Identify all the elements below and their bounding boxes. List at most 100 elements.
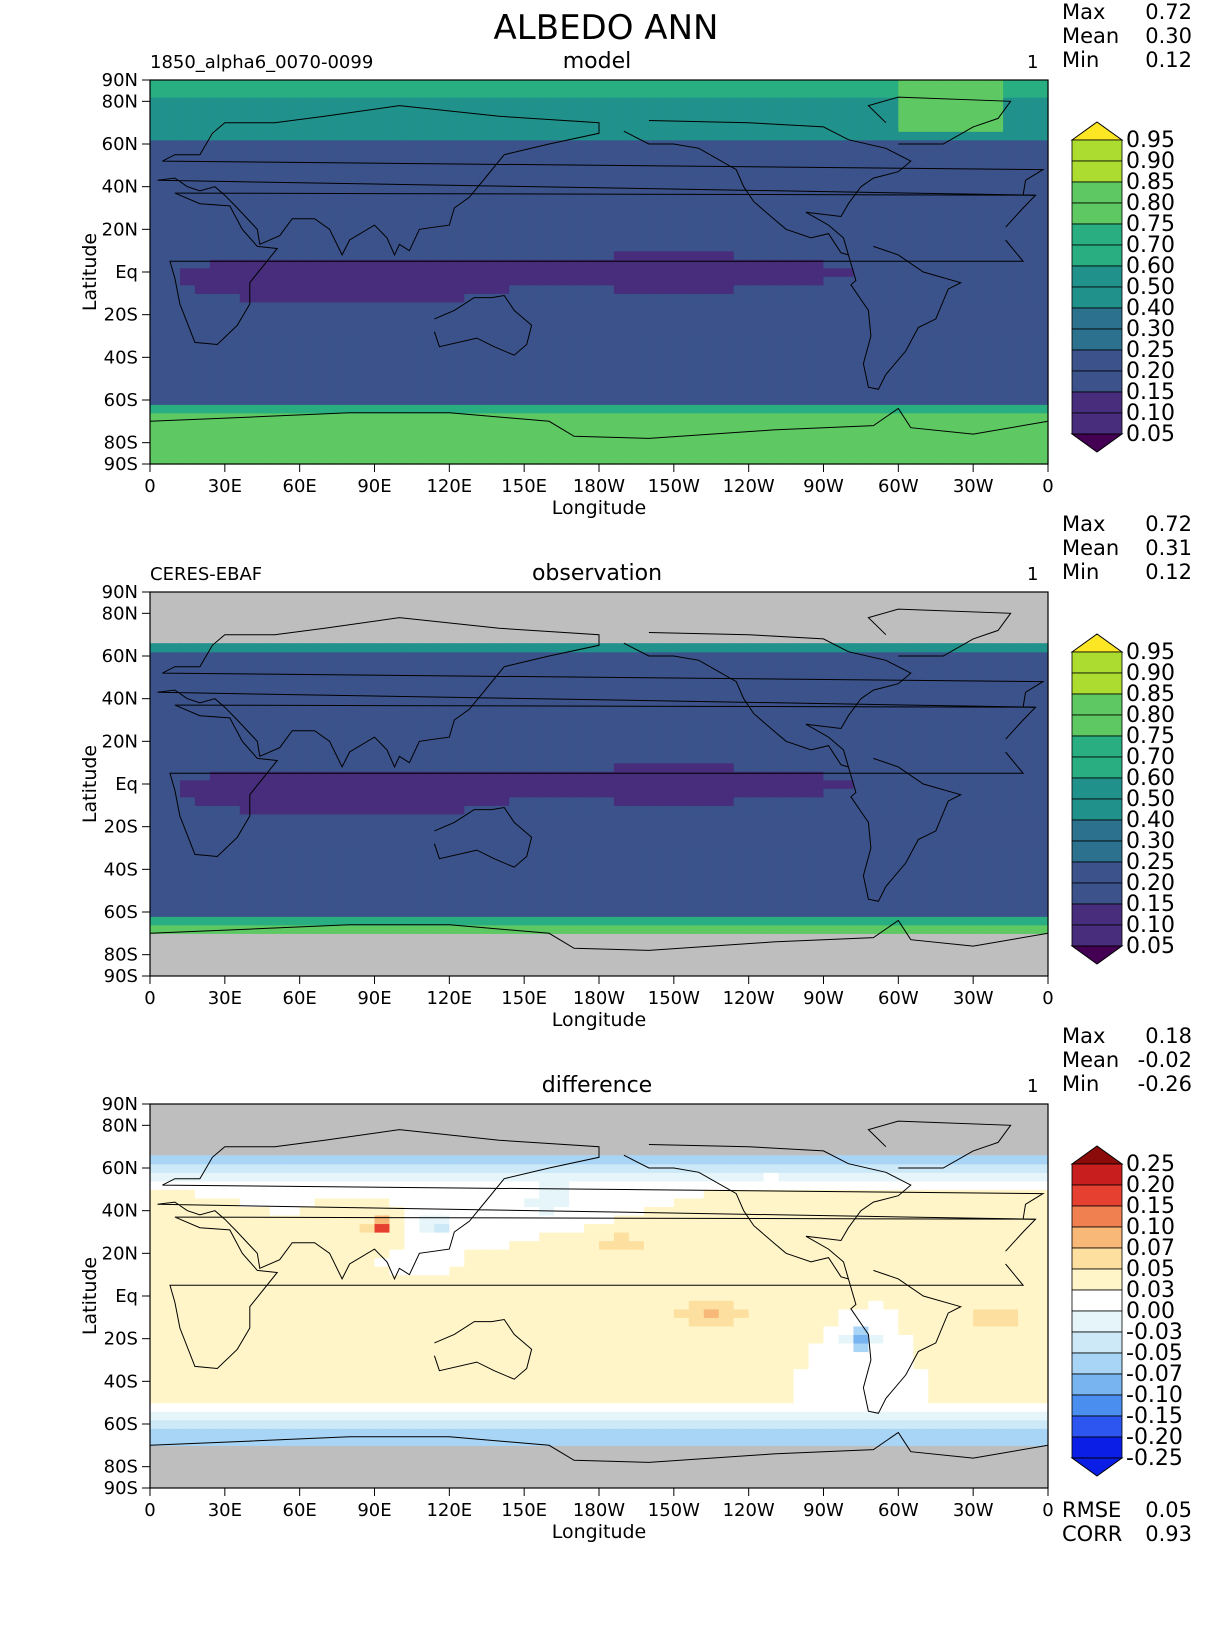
- heatmap-cell: [628, 182, 645, 192]
- heatmap-cell: [973, 429, 989, 439]
- heatmap-cell: [763, 404, 780, 414]
- heatmap-cell: [494, 822, 510, 832]
- heatmap-cell: [658, 310, 675, 320]
- heatmap-cell: [853, 865, 869, 875]
- heatmap-cell: [509, 182, 525, 192]
- heatmap-cell: [254, 233, 271, 243]
- heatmap-cell: [958, 899, 974, 909]
- heatmap-cell: [703, 259, 720, 269]
- heatmap-cell: [179, 404, 196, 414]
- heatmap-cell: [524, 429, 540, 439]
- heatmap-cell: [808, 131, 825, 141]
- heatmap-cell: [883, 156, 899, 166]
- heatmap-cell: [284, 131, 301, 141]
- heatmap-cell: [209, 250, 226, 260]
- heatmap-cell: [509, 762, 525, 772]
- heatmap-cell: [643, 361, 660, 371]
- heatmap-cell: [284, 216, 301, 226]
- x-axis-label: Longitude: [552, 1009, 647, 1031]
- heatmap-cell: [913, 250, 929, 260]
- heatmap-cell: [389, 779, 406, 789]
- heatmap-cell: [494, 387, 510, 397]
- heatmap-cell: [254, 788, 271, 798]
- heatmap-cell: [988, 737, 1004, 747]
- heatmap-cell: [404, 259, 420, 269]
- heatmap-cell: [524, 865, 540, 875]
- heatmap-cell: [209, 685, 226, 695]
- heatmap-cell: [224, 114, 241, 124]
- heatmap-cell: [584, 361, 600, 371]
- heatmap-cell: [494, 173, 510, 183]
- heatmap-cell: [928, 728, 944, 738]
- heatmap-cell: [509, 446, 525, 457]
- heatmap-cell: [853, 122, 869, 132]
- heatmap-cell: [793, 839, 810, 849]
- y-tick-label: 60S: [104, 902, 138, 923]
- heatmap-cell: [823, 788, 840, 798]
- heatmap-cell: [793, 737, 810, 747]
- heatmap-cell: [419, 208, 435, 218]
- heatmap-cell: [958, 225, 974, 235]
- heatmap-cell: [419, 114, 435, 124]
- heatmap-cell: [179, 677, 196, 687]
- heatmap-cell: [359, 668, 376, 678]
- heatmap-cell: [763, 114, 780, 124]
- heatmap-cell: [509, 122, 525, 132]
- heatmap-cell: [703, 899, 720, 909]
- heatmap-cell: [823, 250, 840, 260]
- heatmap-cell: [179, 813, 196, 823]
- heatmap-cell: [883, 370, 899, 380]
- heatmap-cell: [449, 421, 465, 431]
- heatmap-cell: [569, 796, 585, 806]
- heatmap-cell: [853, 387, 869, 397]
- heatmap-cell: [239, 813, 256, 823]
- heatmap-cell: [419, 310, 435, 320]
- heatmap-cell: [613, 788, 630, 798]
- heatmap-cell: [793, 344, 810, 354]
- heatmap-cell: [569, 643, 585, 653]
- heatmap-cell: [479, 788, 495, 798]
- heatmap-cell: [868, 643, 884, 653]
- heatmap-cell: [868, 771, 884, 781]
- colorbar-box: [1071, 903, 1123, 926]
- heatmap-cell: [209, 353, 226, 363]
- heatmap-cell: [419, 907, 435, 917]
- heatmap-cell: [194, 643, 211, 653]
- heatmap-cell: [613, 276, 630, 286]
- heatmap-cell: [449, 105, 465, 115]
- heatmap-cell: [314, 336, 331, 346]
- heatmap-cell: [209, 395, 226, 405]
- heatmap-cell: [793, 455, 810, 465]
- heatmap-cell: [179, 446, 196, 457]
- heatmap-cell: [853, 105, 869, 115]
- heatmap-cell: [434, 225, 450, 235]
- heatmap-cell: [1018, 720, 1034, 730]
- heatmap-cell: [733, 643, 750, 653]
- heatmap-cell: [554, 97, 570, 107]
- heatmap-cell: [718, 873, 735, 883]
- heatmap-cell: [509, 395, 525, 405]
- heatmap-cell: [943, 105, 959, 115]
- heatmap-cell: [389, 916, 406, 926]
- heatmap-cell: [763, 242, 780, 252]
- heatmap-cell: [374, 199, 391, 209]
- heatmap-cell: [419, 438, 435, 448]
- heatmap-cell: [584, 199, 600, 209]
- heatmap-cell: [494, 455, 510, 465]
- heatmap-cell: [838, 668, 855, 678]
- heatmap-cell: [958, 267, 974, 277]
- heatmap-cell: [613, 336, 630, 346]
- heatmap-cell: [613, 779, 630, 789]
- heatmap-cell: [898, 720, 914, 730]
- heatmap-cell: [823, 361, 840, 371]
- heatmap-cell: [449, 805, 465, 815]
- heatmap-cell: [853, 890, 869, 900]
- heatmap-cell: [988, 754, 1004, 764]
- heatmap-cell: [479, 685, 495, 695]
- heatmap-cell: [733, 336, 750, 346]
- heatmap-cell: [943, 771, 959, 781]
- heatmap-cell: [1003, 301, 1019, 311]
- heatmap-cell: [1033, 711, 1049, 721]
- heatmap-cell: [449, 882, 465, 892]
- heatmap-cell: [150, 822, 166, 832]
